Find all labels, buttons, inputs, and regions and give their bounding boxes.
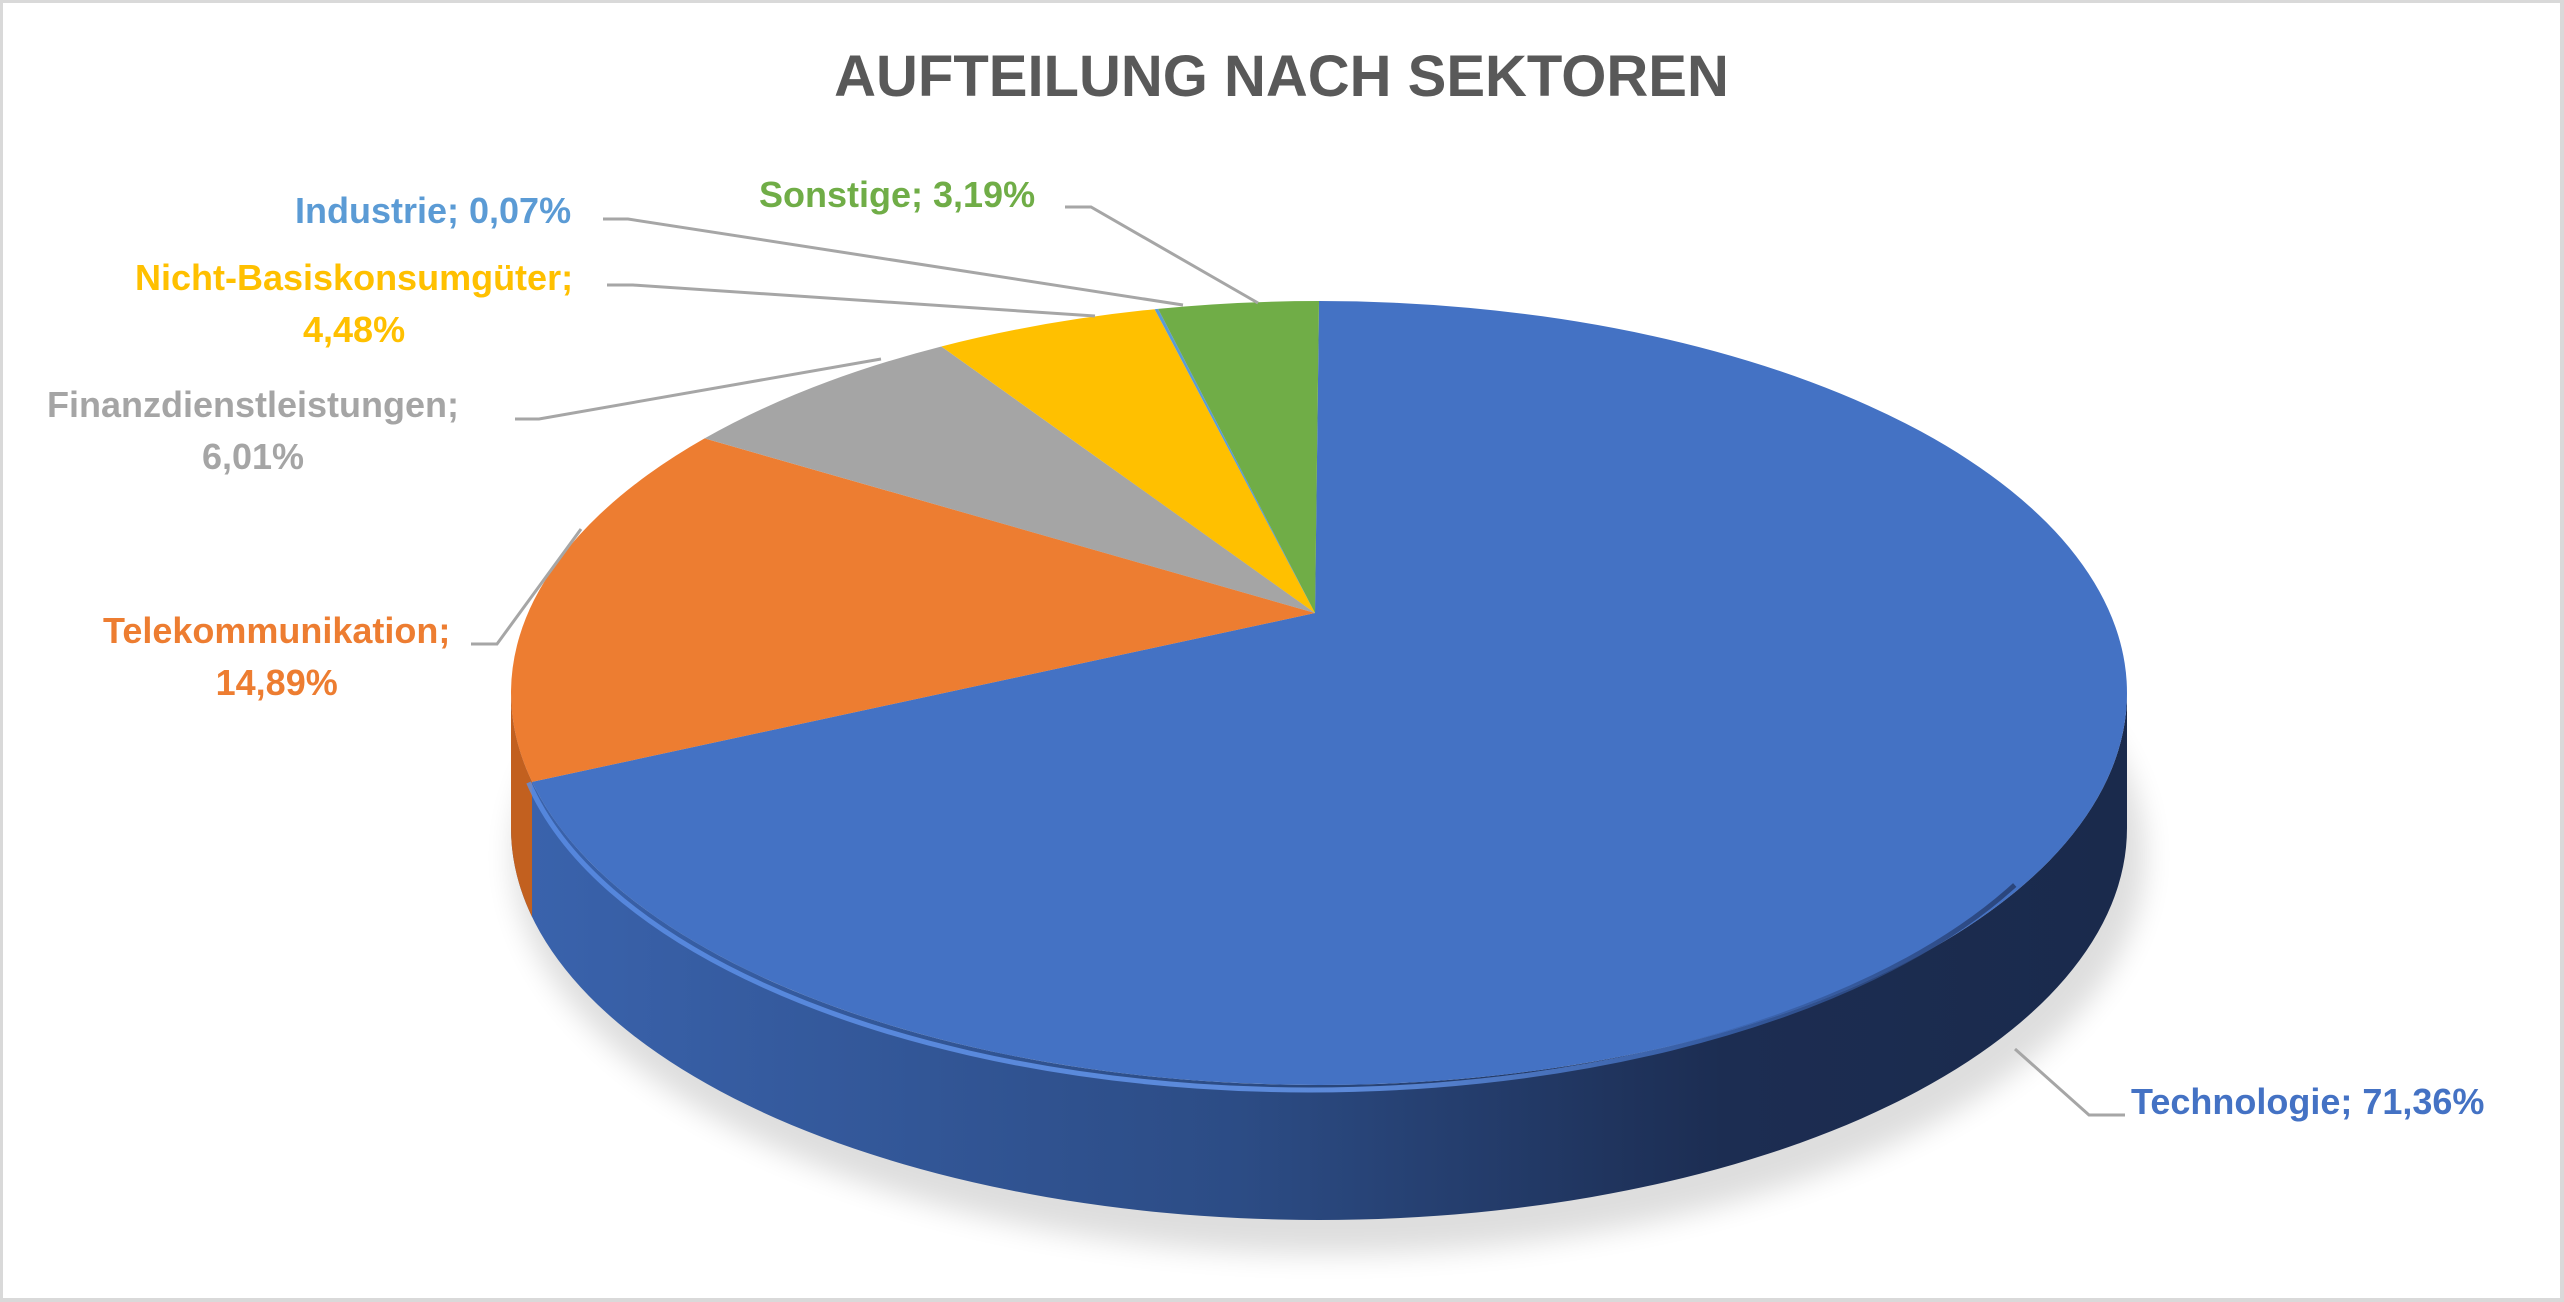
leader-line-industrie (603, 217, 1184, 307)
data-label-sonstige: Sonstige; 3,19% (759, 174, 1036, 215)
pie-slice-sonstige[interactable] (1158, 301, 1319, 613)
leader-line-technologie (2014, 1047, 2125, 1117)
leader-line-nicht-basiskonsumgueter (607, 283, 1096, 318)
leader-line-telekommunikation (471, 528, 583, 646)
pie-side-wall (511, 693, 2127, 1220)
data-label-nicht-basiskonsumgueter: Nicht-Basiskonsumgüter; 4,48% (135, 257, 574, 350)
leader-line-sonstige (1065, 205, 1259, 305)
pie-chart-3d (471, 205, 2145, 1254)
pie-slice-industrie[interactable] (1154, 308, 1315, 613)
pie-rim-highlight (526, 781, 2017, 1093)
pie-slice-telekommunikation[interactable] (511, 438, 1315, 782)
data-label-finanzdienstleistungen: Finanzdienstleistungen; 6,01% (47, 384, 460, 477)
data-label-technologie: Technologie; 71,36% (2131, 1081, 2485, 1122)
leader-line-finanzdienstleistungen (515, 357, 882, 421)
pie-slice-nicht-basiskonsumgueter[interactable] (941, 309, 1315, 613)
chart-title: AUFTEILUNG NACH SEKTOREN (834, 44, 1729, 109)
pie-slices (471, 205, 2145, 1254)
data-label-telekommunikation: Telekommunikation; 14,89% (103, 610, 451, 703)
pie-slice-finanzdienstleistungen[interactable] (704, 346, 1315, 613)
pie-slice-technologie[interactable] (532, 301, 2127, 1085)
pie-side-telekommunikation (511, 693, 533, 917)
data-label-industrie: Industrie; 0,07% (295, 190, 572, 231)
